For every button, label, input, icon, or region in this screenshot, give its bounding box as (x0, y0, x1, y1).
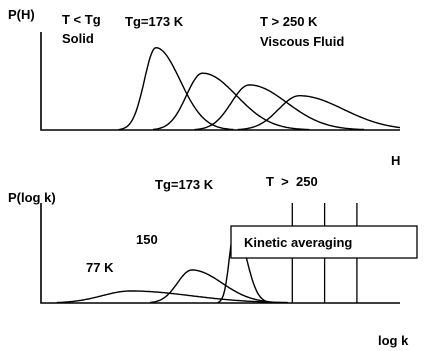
bottom-y-axis-label: P(log k) (8, 190, 56, 205)
series-label-150: 150 (136, 232, 158, 247)
top-y-axis-label: P(H) (8, 7, 35, 22)
top-panel-curve-3 (194, 84, 365, 131)
bottom-annotation-tg: Tg=173 K (155, 177, 214, 192)
top-panel-curve-1 (118, 46, 234, 131)
top-x-axis-label: H (391, 153, 400, 168)
top-axes (40, 32, 400, 131)
top-annotation-tg: Tg=173 K (125, 14, 184, 29)
bottom-panel: P(log k) log k Tg=173 K T > 250 77 K 150… (8, 174, 418, 348)
top-annotation-low-temp: T < Tg (62, 12, 101, 27)
kinetic-averaging-label: Kinetic averaging (244, 235, 352, 250)
bottom-annotation-high-temp: T > 250 (266, 174, 318, 189)
top-annotation-solid: Solid (62, 31, 94, 46)
top-curves (118, 46, 401, 131)
bottom-x-axis-label: log k (378, 333, 409, 348)
bottom-panel-curve-1 (56, 290, 288, 304)
top-annotation-high-temp: T > 250 K (260, 14, 318, 29)
series-label-77k: 77 K (86, 260, 114, 275)
kinetic-averaging-box (230, 225, 418, 259)
top-annotation-viscous-fluid: Viscous Fluid (260, 34, 344, 49)
top-panel-curve-2 (152, 72, 310, 131)
bottom-panel-curve-2 (150, 269, 281, 304)
top-panel: P(H) H T < Tg Solid Tg=173 K T > 250 K V… (8, 7, 400, 168)
top-panel-curve-4 (237, 95, 401, 131)
